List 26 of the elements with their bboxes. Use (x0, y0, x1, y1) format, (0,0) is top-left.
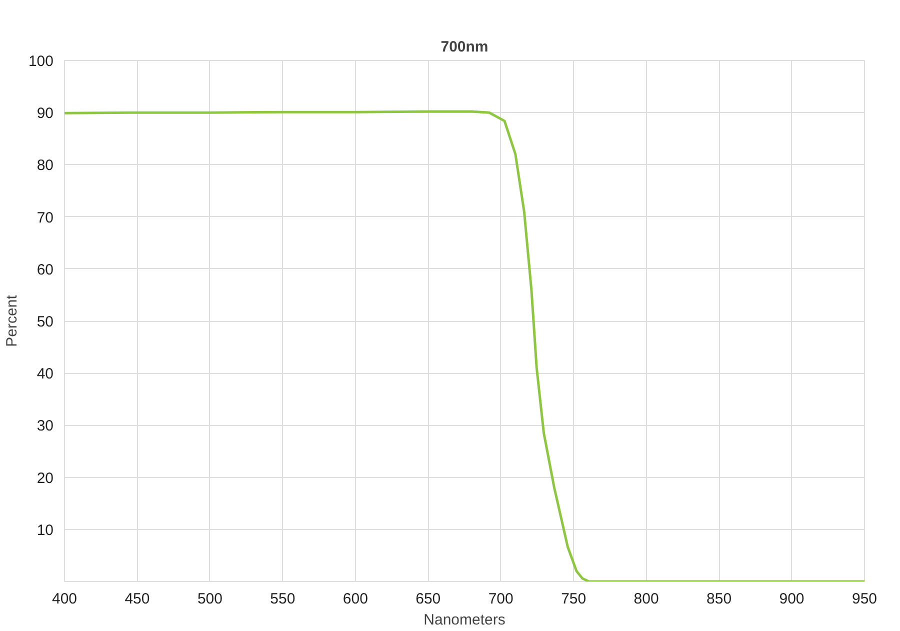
x-tick-label: 950 (852, 590, 878, 608)
y-tick-label: 20 (36, 470, 54, 487)
chart-title: 700nm (440, 38, 488, 56)
y-tick-label: 50 (36, 314, 54, 330)
y-tick-label: 80 (36, 157, 54, 174)
x-tick-label: 500 (197, 590, 222, 608)
x-tick-label: 850 (706, 590, 732, 608)
x-tick-label: 650 (416, 590, 441, 608)
y-axis-title: Percent (3, 294, 20, 347)
x-tick-label: 900 (779, 590, 804, 608)
y-tick-label: 90 (36, 105, 54, 122)
x-tick-label: 750 (561, 590, 586, 608)
x-axis-title: Nanometers (424, 612, 506, 628)
y-tick-label: 100 (28, 53, 54, 70)
x-tick-label: 700 (488, 590, 514, 608)
x-tick-label: 600 (342, 590, 368, 608)
x-tick-label: 450 (124, 590, 150, 608)
x-tick-label: 400 (52, 590, 78, 608)
line-series (64, 110, 864, 582)
x-tick-label: 550 (270, 590, 296, 608)
y-tick-label: 10 (36, 522, 54, 539)
y-tick-label: 30 (36, 418, 54, 435)
y-tick-label: 70 (36, 209, 54, 226)
y-tick-label: 60 (36, 261, 54, 278)
x-tick-label: 800 (634, 590, 659, 608)
y-tick-label: 40 (36, 366, 54, 383)
